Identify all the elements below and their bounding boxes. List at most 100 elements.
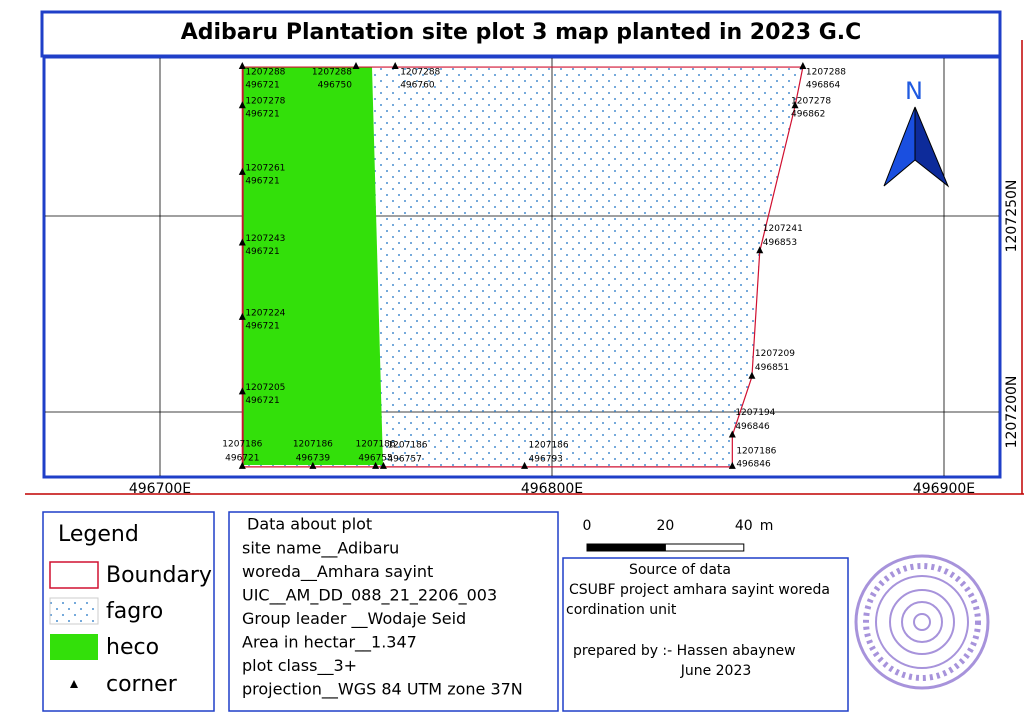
corner (728, 461, 736, 469)
corner-easting: 496862 (791, 110, 825, 120)
corner (372, 461, 380, 469)
north-label: N (905, 77, 923, 105)
corner (309, 461, 317, 469)
corner-easting: 496864 (806, 81, 841, 91)
corner-northing: 1207186 (736, 446, 776, 456)
corner-northing: 1207241 (763, 224, 803, 234)
date: June 2023 (680, 663, 752, 679)
corner-easting: 496793 (529, 454, 563, 464)
corner-northing: 1207186 (529, 440, 569, 450)
corner-northing: 1207261 (245, 163, 285, 173)
corner (238, 238, 246, 246)
corner-northing: 1207288 (400, 68, 440, 78)
legend-symbol (50, 634, 98, 660)
corner-easting: 496721 (245, 396, 279, 406)
source-box (562, 557, 849, 712)
corner-northing: 1207278 (245, 97, 285, 107)
corner (352, 62, 360, 70)
corner (238, 387, 246, 395)
stamp (854, 554, 990, 690)
info-line: Group leader __Wodaje Seid (242, 609, 466, 629)
corner-northing: 1207194 (735, 408, 775, 418)
corner-easting: 496721 (245, 81, 279, 91)
corner (238, 461, 246, 469)
info-line: projection__WGS 84 UTM zone 37N (242, 680, 523, 700)
corner-easting: 496750 (318, 81, 353, 91)
corner-easting: 496721 (245, 247, 279, 257)
corner-northing: 1207278 (791, 97, 831, 107)
corner-northing: 1207288 (245, 68, 285, 78)
corner (391, 62, 399, 70)
grid-label: 1207250N (1004, 180, 1020, 253)
corner-northing: 1207186 (387, 440, 427, 450)
corner-northing: 1207243 (245, 234, 285, 244)
source-line: CSUBF project amhara sayint woreda (569, 582, 830, 598)
corner-easting: 496846 (735, 422, 770, 432)
scale-label: 20 (656, 518, 674, 534)
scale-label: 40 (735, 518, 753, 534)
corner-easting: 496721 (225, 453, 259, 463)
legend-symbol (49, 597, 99, 625)
corner-easting: 496755 (358, 453, 392, 463)
title-box (40, 10, 1002, 58)
corner-northing: 1207186 (356, 439, 396, 449)
scale-segment (664, 543, 745, 552)
corner (521, 461, 529, 469)
source-line: cordination unit (566, 602, 677, 618)
corner (379, 461, 387, 469)
grid-label: 496700E (129, 481, 191, 497)
corner (238, 62, 246, 70)
corner (238, 167, 246, 175)
fagro-area (242, 67, 803, 467)
info-heading: Data about plot (247, 515, 372, 534)
info-line: Area in hectar__1.347 (242, 633, 417, 653)
corner (799, 62, 807, 70)
info-line: woreda__Amhara sayint (242, 562, 433, 582)
corner-easting: 496853 (763, 238, 797, 248)
legend-label: heco (106, 635, 159, 660)
north-arrow (883, 106, 950, 188)
scale-segment (586, 543, 666, 552)
corner (238, 312, 246, 320)
heco-area (243, 67, 383, 465)
corner (748, 371, 756, 379)
boundary-line (241, 66, 804, 468)
legend-label: corner (106, 672, 178, 697)
corner-northing: 1207288 (806, 68, 846, 78)
legend-symbol (49, 561, 99, 589)
corner-easting: 496721 (245, 176, 279, 186)
scale-label: 0 (583, 518, 592, 534)
corner (756, 246, 764, 254)
corner-easting: 496739 (296, 453, 331, 463)
source-heading: Source of data (629, 562, 731, 578)
corner-northing: 1207224 (245, 308, 285, 318)
info-line: site name__Adibaru (242, 539, 399, 559)
info-line: plot class__3+ (242, 656, 357, 676)
legend-symbol (70, 680, 78, 688)
prepared-by: prepared by :- Hassen abaynew (573, 643, 796, 659)
corner-easting: 496846 (736, 459, 771, 469)
corner-easting: 496721 (245, 321, 279, 331)
corner-northing: 1207186 (293, 439, 333, 449)
map-title: Adibaru Plantation site plot 3 map plant… (181, 20, 862, 45)
legend-label: Boundary (106, 563, 212, 588)
legend-label: fagro (106, 599, 163, 624)
corner-easting: 496757 (387, 454, 421, 464)
info-box (228, 511, 559, 712)
info-line: UIC__AM_DD_088_21_2206_003 (242, 586, 497, 606)
corner (791, 101, 799, 109)
corner-easting: 496760 (400, 81, 435, 91)
corner-easting: 496851 (755, 363, 789, 373)
corner-northing: 1207186 (222, 439, 262, 449)
grid-label: 496900E (913, 481, 975, 497)
corner-easting: 496721 (245, 110, 279, 120)
grid-label: 496800E (521, 481, 583, 497)
corner-northing: 1207205 (245, 383, 285, 393)
corner (728, 430, 736, 438)
grid-label: 1207200N (1004, 376, 1020, 449)
corner-northing: 1207209 (755, 349, 795, 359)
corner-northing: 1207288 (312, 68, 352, 78)
corner (238, 101, 246, 109)
